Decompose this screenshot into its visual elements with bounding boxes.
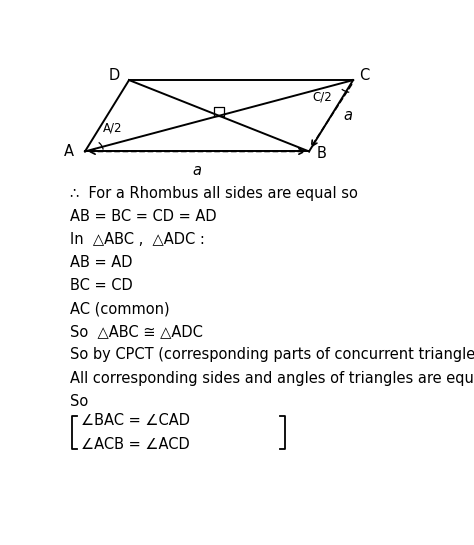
Text: So: So xyxy=(70,393,89,409)
Text: In  △ABC ,  △ADC :: In △ABC , △ADC : xyxy=(70,232,205,247)
Text: A: A xyxy=(64,144,73,159)
Text: ∴  For a Rhombus all sides are equal so: ∴ For a Rhombus all sides are equal so xyxy=(70,186,358,201)
Text: ∠BAC = ∠CAD: ∠BAC = ∠CAD xyxy=(82,413,190,428)
Text: ∠ACB = ∠ACD: ∠ACB = ∠ACD xyxy=(82,437,190,452)
Text: AB = BC = CD = AD: AB = BC = CD = AD xyxy=(70,209,217,224)
Text: B: B xyxy=(317,146,327,161)
Text: D: D xyxy=(109,68,120,82)
Text: So by CPCT (corresponding parts of concurrent triangles): So by CPCT (corresponding parts of concu… xyxy=(70,348,474,362)
Text: C: C xyxy=(359,68,369,82)
Text: A/2: A/2 xyxy=(103,122,122,135)
Text: So  △ABC ≅ △ADC: So △ABC ≅ △ADC xyxy=(70,324,203,340)
Text: AC (common): AC (common) xyxy=(70,301,170,316)
Text: All corresponding sides and angles of triangles are equal: All corresponding sides and angles of tr… xyxy=(70,371,474,385)
Text: C/2: C/2 xyxy=(312,90,332,104)
Text: BC = CD: BC = CD xyxy=(70,278,133,293)
Text: a: a xyxy=(192,163,201,178)
Text: a: a xyxy=(343,108,352,123)
Text: AB = AD: AB = AD xyxy=(70,255,133,270)
